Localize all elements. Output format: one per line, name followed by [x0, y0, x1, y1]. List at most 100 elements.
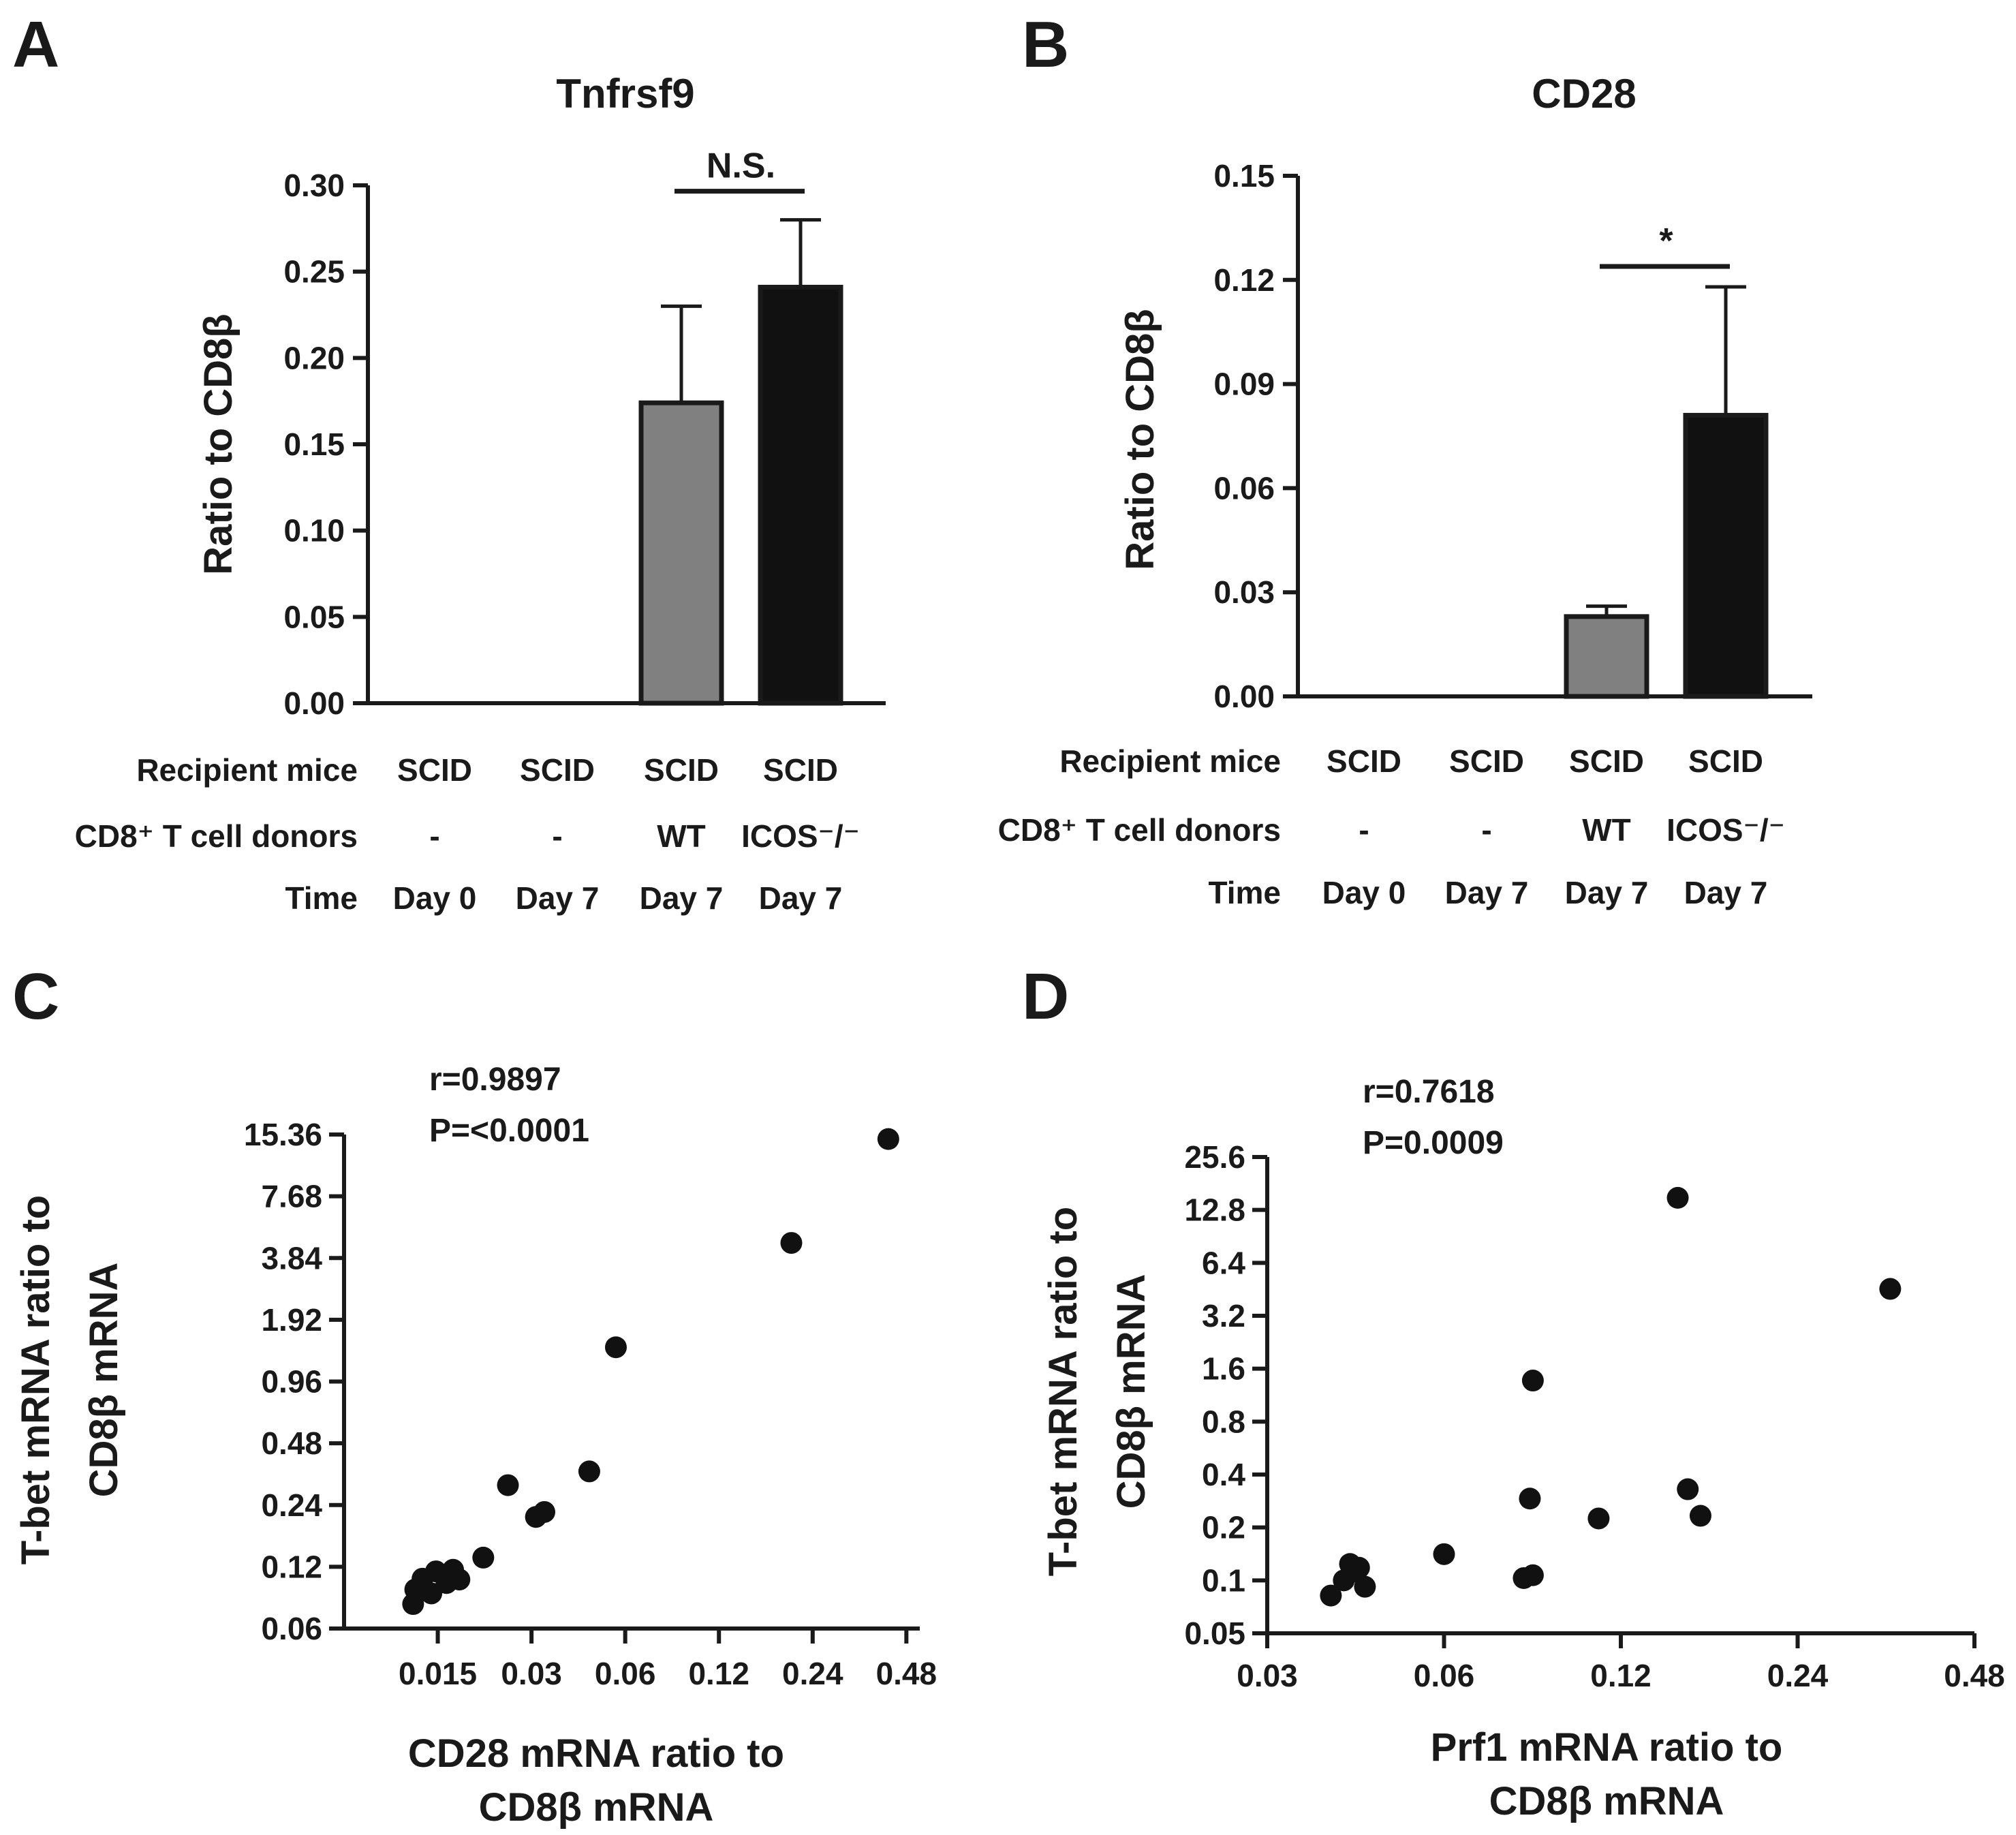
y-tick-label: 0.09 [1213, 367, 1275, 402]
y-tick-label: 0.24 [261, 1487, 322, 1523]
row-label: Time [285, 880, 358, 916]
y-tick-label: 1.92 [261, 1302, 322, 1338]
x-tick-label: 0.24 [1767, 1658, 1829, 1693]
y-tick-label: 0.00 [283, 685, 345, 721]
category-label: Day 7 [640, 880, 724, 916]
data-point [1689, 1505, 1711, 1527]
x-axis-label: CD8β mRNA [479, 1785, 714, 1830]
data-point [1879, 1278, 1902, 1300]
significance-label: N.S. [707, 147, 775, 186]
y-tick-label: 0.10 [283, 513, 345, 549]
bar [638, 400, 724, 706]
panel-letter: C [12, 960, 59, 1033]
y-tick-label: 0.96 [261, 1364, 322, 1400]
y-tick-label: 0.15 [1213, 158, 1275, 194]
category-label: SCID [1569, 743, 1644, 779]
y-axis-label: Ratio to CD8β [196, 313, 241, 574]
y-tick-label: 0.2 [1202, 1510, 1245, 1545]
category-label: - [552, 818, 562, 854]
panel-a: A Tnfrsf9 0.00 0.05 0.10 0.15 0.20 0.25 0.30 Rati… [12, 8, 886, 916]
x-tick-label: 0.03 [1237, 1658, 1298, 1693]
data-point [1587, 1507, 1610, 1530]
y-axis-label: T-bet mRNA ratio to [1041, 1207, 1085, 1576]
y-axis-label: CD8β mRNA [1109, 1274, 1153, 1509]
y-tick-label: 3.2 [1202, 1298, 1245, 1333]
y-tick-label: 0.25 [283, 254, 345, 290]
panel-d: D 0.05 0.1 0.2 0.4 0.8 1.6 3.2 6.4 12.8 25.6 0.03 0.… [1022, 960, 2005, 1823]
category-label: - [429, 818, 439, 854]
y-tick-label: 6.4 [1202, 1245, 1245, 1280]
y-tick-label: 0.15 [283, 427, 345, 462]
stat-annotation: r=0.7618 [1363, 1074, 1495, 1110]
y-axis-label: T-bet mRNA ratio to [14, 1195, 58, 1564]
row-label: CD8⁺ T cell donors [998, 812, 1281, 848]
y-tick-label: 0.03 [1213, 574, 1275, 610]
x-tick-label: 0.03 [501, 1656, 562, 1691]
data-point [1521, 1564, 1544, 1586]
panel-letter: B [1022, 8, 1069, 81]
category-label: Day 7 [759, 880, 843, 916]
data-point [1666, 1186, 1689, 1209]
category-label: Day 7 [516, 880, 600, 916]
chart-title: Tnfrsf9 [556, 71, 694, 117]
data-point [1519, 1487, 1541, 1510]
x-tick-label: 0.24 [782, 1656, 843, 1691]
x-axis-label: CD8β mRNA [1489, 1779, 1724, 1823]
x-tick-label: 0.12 [1590, 1658, 1651, 1693]
y-tick-label: 0.48 [261, 1425, 322, 1461]
category-label: Day 7 [1684, 875, 1768, 910]
category-label: WT [1582, 812, 1631, 848]
data-point [1320, 1584, 1342, 1607]
chart-title: CD28 [1532, 71, 1636, 117]
category-label: WT [657, 818, 706, 854]
y-tick-label: 7.68 [261, 1179, 322, 1214]
category-label: - [1481, 812, 1491, 848]
stat-annotation: r=0.9897 [429, 1062, 561, 1098]
x-tick-label: 0.015 [399, 1656, 477, 1691]
y-tick-label: 0.1 [1202, 1562, 1245, 1598]
y-axis-label: CD8β mRNA [82, 1263, 126, 1498]
row-label: Recipient mice [136, 752, 358, 788]
x-tick-label: 0.06 [1414, 1658, 1475, 1693]
y-tick-label: 0.12 [1213, 262, 1275, 298]
y-tick-label: 0.12 [261, 1549, 322, 1584]
x-tick-label: 0.12 [688, 1656, 749, 1691]
data-point [472, 1546, 495, 1569]
category-label: - [1359, 812, 1369, 848]
category-label: Day 0 [1322, 875, 1406, 910]
panel-c: C 0.06 0.12 0.24 0.48 0.96 1.92 3.84 7.68 15.36 0.… [12, 960, 937, 1830]
y-tick-label: 0.05 [283, 599, 345, 634]
data-point [877, 1128, 899, 1150]
category-label: Day 7 [1565, 875, 1649, 910]
data-point [497, 1474, 519, 1496]
row-label: CD8⁺ T cell donors [75, 818, 358, 854]
x-tick-label: 0.48 [1944, 1658, 2005, 1693]
x-axis-label: CD28 mRNA ratio to [408, 1731, 784, 1776]
category-label: ICOS⁻/⁻ [741, 818, 860, 854]
category-label: SCID [397, 752, 472, 788]
category-label: Day 0 [393, 880, 477, 916]
data-point [1677, 1478, 1699, 1500]
data-point [533, 1500, 556, 1523]
y-tick-label: 1.6 [1202, 1351, 1245, 1387]
y-tick-label: 15.36 [244, 1117, 322, 1152]
bar [758, 284, 843, 706]
y-tick-label: 3.84 [261, 1240, 322, 1276]
category-label: SCID [1449, 743, 1524, 779]
x-tick-label: 0.06 [595, 1656, 656, 1691]
bar [1683, 412, 1769, 699]
y-tick-label: 0.20 [283, 340, 345, 375]
data-point [1521, 1370, 1544, 1392]
panel-letter: D [1022, 960, 1069, 1033]
x-axis-label: Prf1 mRNA ratio to [1431, 1725, 1783, 1770]
category-label: SCID [1688, 743, 1763, 779]
y-tick-label: 0.8 [1202, 1404, 1245, 1439]
y-tick-label: 0.00 [1213, 679, 1275, 714]
data-point [1433, 1543, 1455, 1565]
panel-letter: A [12, 8, 59, 81]
data-point [1354, 1575, 1376, 1598]
panel-b: B CD28 0.00 0.03 0.06 0.09 0.12 0.15 Ratio to CD… [998, 8, 1812, 910]
category-label: SCID [520, 752, 595, 788]
data-point [578, 1460, 600, 1483]
